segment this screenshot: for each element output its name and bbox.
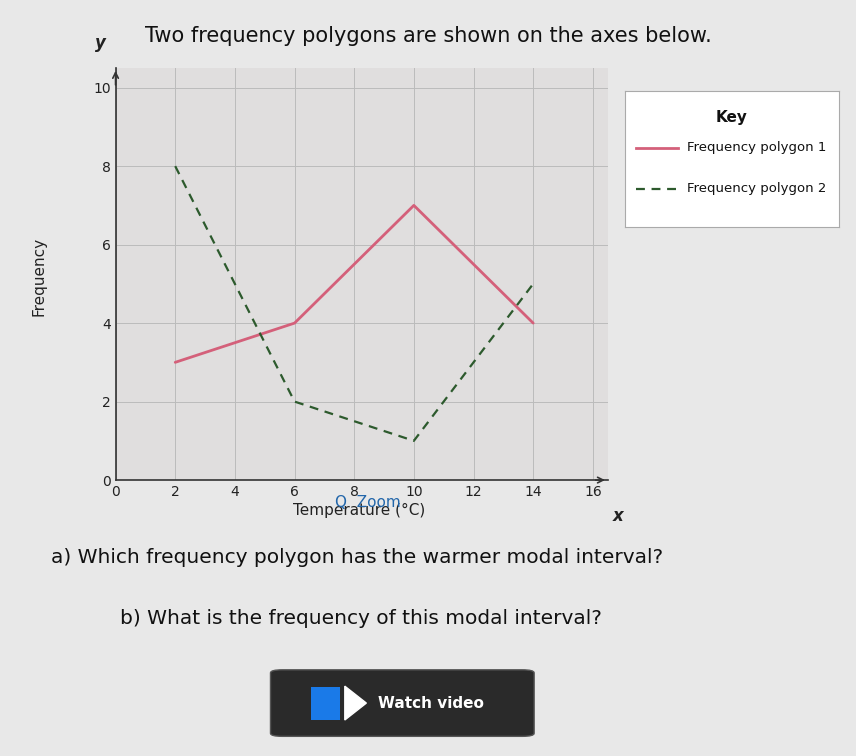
Text: a) Which frequency polygon has the warmer modal interval?: a) Which frequency polygon has the warme… — [51, 548, 663, 567]
Text: b) What is the frequency of this modal interval?: b) What is the frequency of this modal i… — [120, 609, 602, 627]
Text: Key: Key — [716, 110, 748, 125]
Text: x: x — [613, 507, 623, 525]
Text: Watch video: Watch video — [378, 696, 484, 711]
FancyBboxPatch shape — [270, 670, 534, 736]
FancyBboxPatch shape — [312, 686, 340, 720]
Text: Frequency polygon 1: Frequency polygon 1 — [687, 141, 826, 154]
Polygon shape — [345, 686, 366, 720]
Text: Frequency: Frequency — [31, 237, 46, 315]
Text: Q  Zoom: Q Zoom — [336, 495, 401, 510]
Text: Two frequency polygons are shown on the axes below.: Two frequency polygons are shown on the … — [145, 26, 711, 46]
Text: y: y — [95, 33, 106, 51]
Text: Temperature (°C): Temperature (°C) — [294, 503, 425, 518]
Text: Frequency polygon 2: Frequency polygon 2 — [687, 182, 826, 195]
